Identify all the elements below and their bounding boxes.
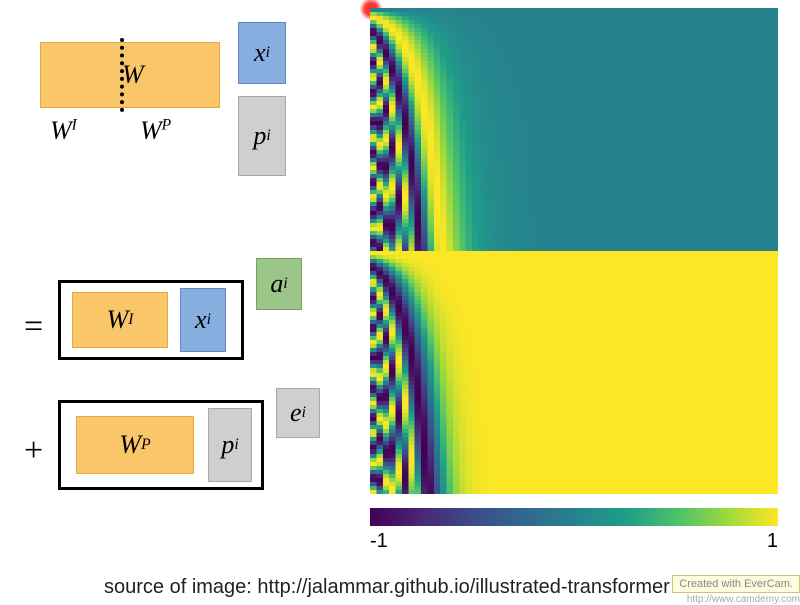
p-vector-box: pi — [238, 96, 286, 176]
source-caption: source of image: http://jalammar.github.… — [104, 576, 670, 599]
diagram-left: W WI WP xi pi = WI xi ai + WP pi ei — [0, 0, 360, 560]
watermark-badge: Created with EverCam. — [672, 575, 800, 593]
a-vector-box: ai — [256, 258, 302, 310]
equals-sign: = — [24, 308, 43, 346]
wp-label: WP — [140, 116, 171, 146]
wi-matrix-box: WI — [72, 292, 168, 348]
colorbar — [370, 508, 778, 526]
x-vector-box-2: xi — [180, 288, 226, 352]
w-label: W — [122, 60, 144, 90]
wi-label: WI — [50, 116, 77, 146]
wp-matrix-box: WP — [76, 416, 194, 474]
e-vector-box: ei — [276, 388, 320, 438]
colorbar-max: 1 — [767, 530, 778, 553]
positional-encoding-heatmap — [370, 8, 778, 494]
p-vector-box-2: pi — [208, 408, 252, 482]
plus-sign: + — [24, 432, 43, 470]
x-vector-box: xi — [238, 22, 286, 84]
heatmap-panel: -1 1 — [370, 8, 778, 568]
watermark-url: http://www.camdemy.com — [687, 594, 800, 605]
colorbar-min: -1 — [370, 530, 388, 553]
